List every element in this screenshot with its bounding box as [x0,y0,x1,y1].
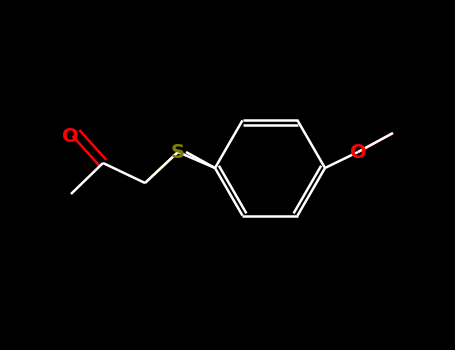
Text: O: O [62,127,78,147]
Text: S: S [171,142,185,161]
Text: O: O [350,142,366,161]
